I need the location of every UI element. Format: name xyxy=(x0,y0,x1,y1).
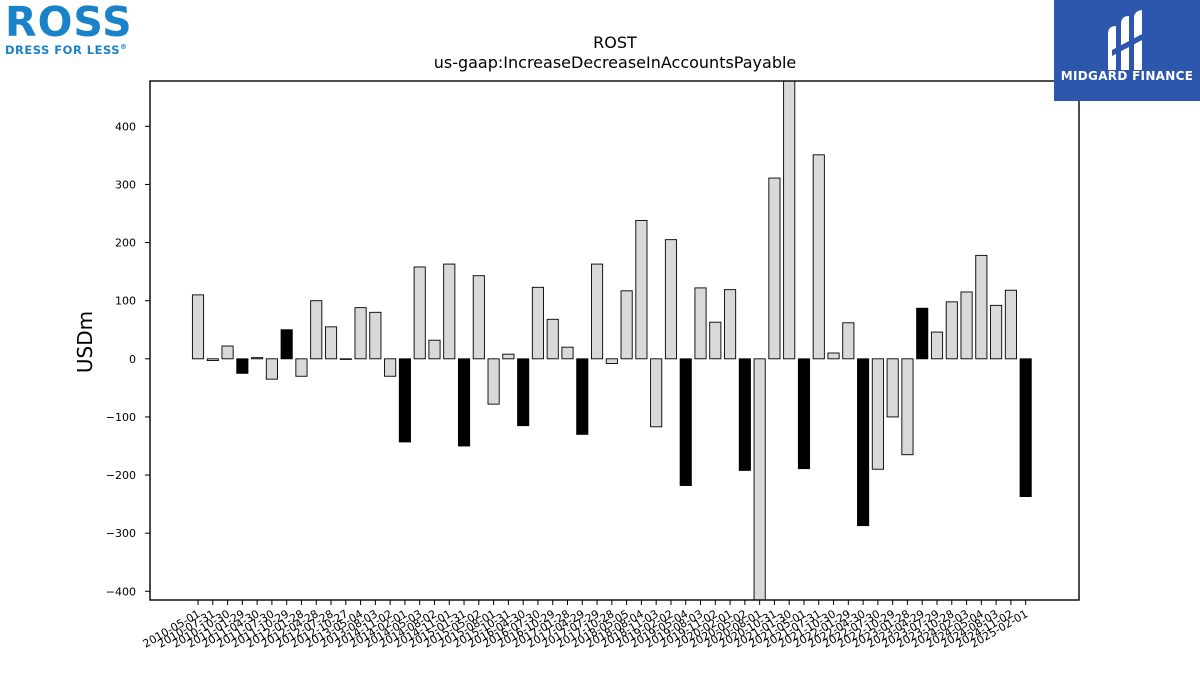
bar xyxy=(310,300,323,360)
bar xyxy=(679,358,692,486)
bar xyxy=(797,358,811,470)
bar xyxy=(871,358,884,470)
bar xyxy=(975,254,988,360)
y-axis-label: USDm xyxy=(73,311,97,373)
bar xyxy=(591,263,604,360)
bar xyxy=(783,80,796,360)
bar xyxy=(354,307,367,360)
bar xyxy=(369,311,382,360)
bar xyxy=(502,353,515,360)
bar xyxy=(842,322,855,360)
bar xyxy=(738,358,751,471)
bar xyxy=(561,346,574,360)
bar xyxy=(398,358,411,443)
y-tick-label: 200 xyxy=(115,237,136,250)
bar xyxy=(191,294,205,360)
bar xyxy=(265,358,278,380)
bar xyxy=(930,331,944,360)
bar xyxy=(916,307,929,360)
bar xyxy=(1019,358,1032,498)
bar xyxy=(546,318,559,360)
y-tick-label: −400 xyxy=(106,585,136,598)
bar xyxy=(945,301,958,360)
bar xyxy=(886,358,899,418)
bar xyxy=(857,358,870,527)
bar xyxy=(827,352,840,360)
bar xyxy=(901,358,914,456)
registered-mark: ® xyxy=(120,43,128,51)
bar xyxy=(620,290,633,360)
x-axis-ticks: 2010-05-012010-07-312010-10-302011-01-29… xyxy=(141,600,1030,651)
chart-subtitle: us-gaap:IncreaseDecreaseInAccountsPayabl… xyxy=(434,53,797,72)
bar xyxy=(753,358,766,601)
bar xyxy=(339,358,352,360)
ross-tagline-text: DRESS FOR LESS xyxy=(5,43,121,57)
bar xyxy=(206,358,219,361)
bar xyxy=(724,289,737,360)
bar xyxy=(324,326,338,360)
bar xyxy=(443,263,456,360)
bar xyxy=(990,304,1003,360)
bar xyxy=(531,286,544,360)
y-tick-label: 300 xyxy=(115,178,136,191)
ross-logo-tagline: DRESS FOR LESS® xyxy=(5,43,128,57)
ross-logo-word: ROSS xyxy=(5,0,133,46)
y-tick-label: −200 xyxy=(106,469,136,482)
bar xyxy=(457,358,471,447)
midgard-mark-icon xyxy=(1108,10,1146,70)
bar xyxy=(576,358,589,435)
bar xyxy=(280,329,293,360)
bar xyxy=(605,358,618,364)
bar xyxy=(428,339,441,360)
bar xyxy=(384,358,397,377)
bar xyxy=(635,220,648,360)
ross-logo: ROSS DRESS FOR LESS® xyxy=(5,0,140,57)
y-axis-ticks: −400 −300 −200 −100 0 100 200 300 400 xyxy=(106,120,150,598)
y-tick-label: 400 xyxy=(115,120,136,133)
bar xyxy=(709,321,722,360)
bar xyxy=(236,358,249,374)
y-tick-label: 0 xyxy=(129,353,136,366)
midgard-finance-name: MIDGARD FINANCE xyxy=(1060,69,1194,83)
bar xyxy=(251,357,264,360)
bar xyxy=(472,275,485,360)
bar xyxy=(664,239,678,360)
bar xyxy=(768,177,781,360)
midgard-finance-logo: MIDGARD FINANCE xyxy=(1054,0,1200,101)
y-tick-label: 100 xyxy=(115,295,136,308)
bar xyxy=(295,358,308,377)
y-tick-label: −300 xyxy=(106,527,136,540)
bar xyxy=(960,291,973,360)
bar xyxy=(650,358,663,428)
bar xyxy=(812,154,825,360)
bar xyxy=(221,345,234,360)
bars xyxy=(191,80,1032,601)
bar xyxy=(517,358,530,427)
y-tick-label: −100 xyxy=(106,411,136,424)
bar xyxy=(694,287,707,360)
bar xyxy=(413,266,426,360)
plot-frame xyxy=(149,80,1080,601)
chart-title: ROST xyxy=(593,33,637,52)
bar xyxy=(1004,289,1017,360)
bar xyxy=(487,358,500,405)
